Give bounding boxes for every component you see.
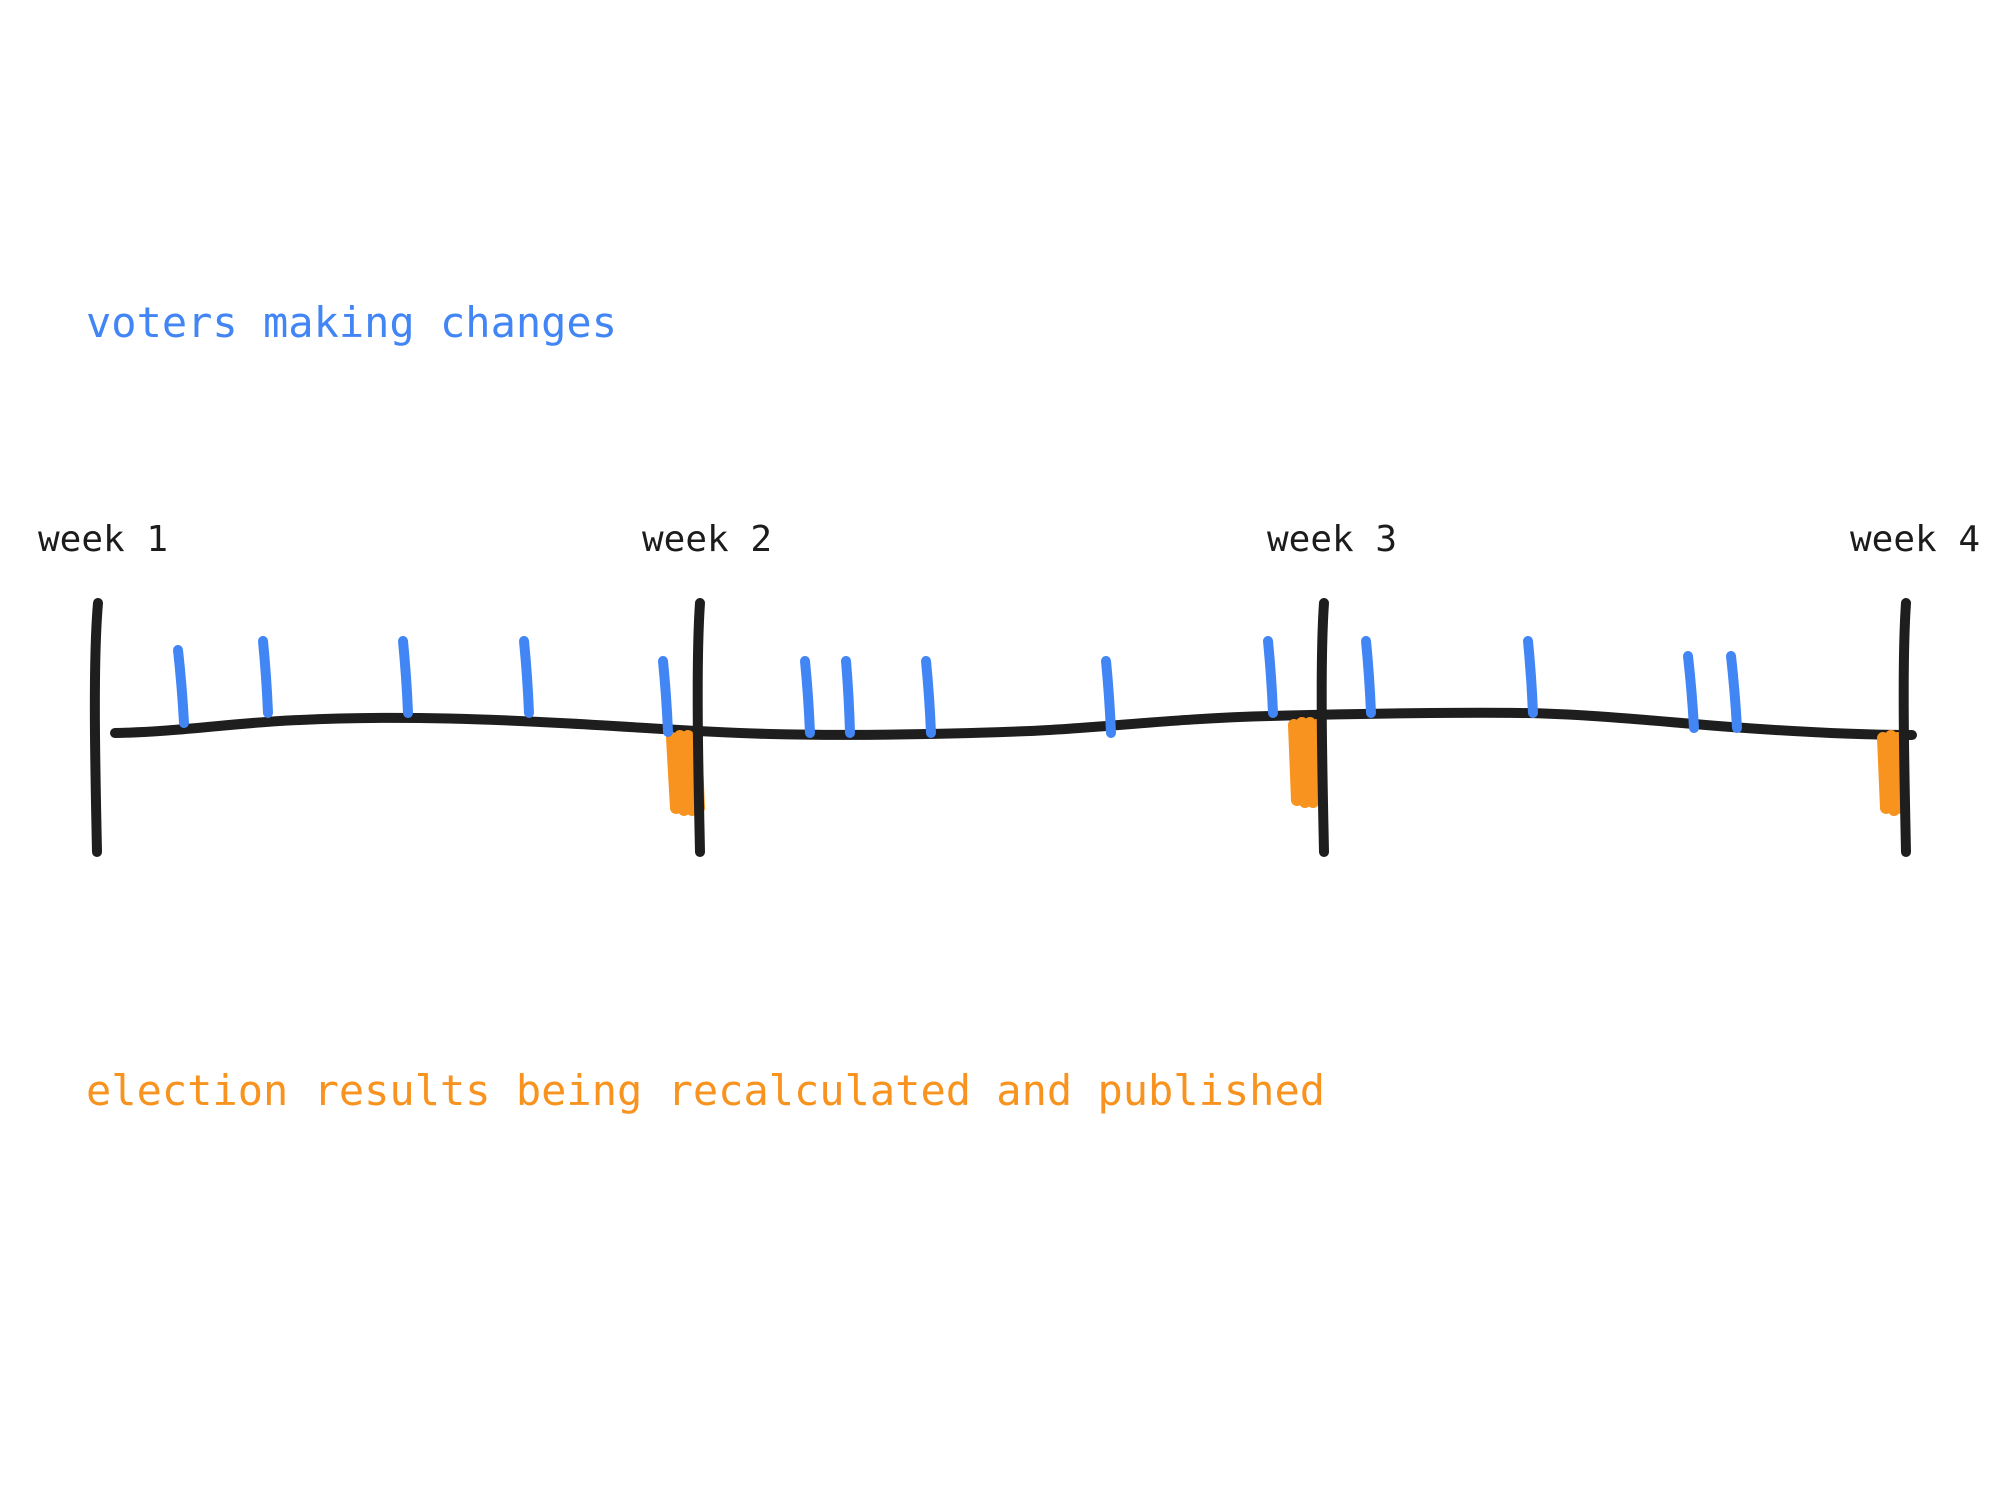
voter-change-mark (398, 636, 413, 718)
voter-change-mark (921, 656, 936, 738)
timeline-line (110, 707, 1917, 740)
recalculation-stroke (1288, 719, 1303, 806)
week-1-divider (89, 598, 103, 857)
recalculation-stroke (1877, 732, 1892, 814)
voter-change-mark (841, 656, 855, 738)
week-3-label: week 3 (1267, 519, 1398, 560)
week-1-label: week 1 (38, 519, 169, 560)
week-2-label: week 2 (642, 519, 773, 560)
voter-change-mark (800, 656, 815, 738)
voter-change-mark (173, 645, 189, 728)
recalculation-mark-week-4 (1877, 730, 1907, 816)
week-4-label: week 4 (1850, 519, 1981, 560)
voter-change-mark (658, 656, 673, 737)
voter-change-mark (1101, 656, 1116, 738)
voter-change-mark (1683, 651, 1699, 733)
legend-voters-making-changes: voters making changes (86, 298, 618, 347)
voter-change-mark (1263, 636, 1278, 718)
week-4-divider (1898, 598, 1911, 857)
recalculation-stroke (1304, 717, 1319, 808)
voter-change-mark (1726, 651, 1742, 733)
week-2-divider (692, 598, 705, 857)
recalculation-stroke (1885, 730, 1900, 816)
recalculation-stroke (666, 732, 682, 814)
recalculation-mark-week-3 (1288, 717, 1326, 808)
voter-change-mark (1523, 636, 1538, 718)
recalculation-stroke (674, 730, 690, 816)
recalculation-stroke (1296, 717, 1311, 808)
voter-change-mark (1361, 636, 1376, 718)
legend-election-results-recalculated: election results being recalculated and … (86, 1066, 1326, 1115)
recalculation-stroke (682, 730, 698, 816)
voter-change-mark (519, 636, 534, 718)
voter-change-mark (258, 636, 273, 718)
week-3-divider (1316, 598, 1329, 857)
